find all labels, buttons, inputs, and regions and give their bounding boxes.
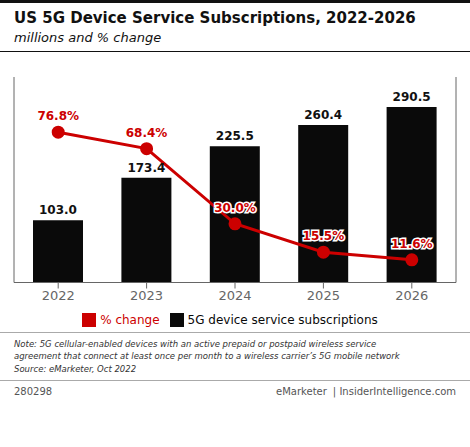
- svg-text:11.6%: 11.6%: [391, 237, 433, 251]
- html-text:280298: 280298: [14, 385, 53, 397]
- svg-text:76.8%: 76.8%: [37, 109, 79, 123]
- html-text:Note: 5G cellular-enabled devi: Note: 5G cellular-enabled devices with a…: [14, 339, 400, 374]
- svg-text:30.0%: 30.0%: [214, 201, 256, 215]
- html-text:US 5G Device Service Subscript: US 5G Device Service Subscriptions, 2022…: [14, 9, 416, 27]
- html-text:eMarketer: eMarketer: [276, 385, 327, 397]
- html-text:% change: % change: [100, 312, 160, 327]
- svg-text:103.0: 103.0: [39, 203, 77, 217]
- svg-text:173.4: 173.4: [127, 161, 165, 175]
- svg-text:2025: 2025: [307, 288, 340, 303]
- svg-text:68.4%: 68.4%: [126, 126, 168, 140]
- svg-text:225.5: 225.5: [216, 129, 254, 143]
- svg-text:2024: 2024: [218, 288, 251, 303]
- svg-text:15.5%: 15.5%: [303, 229, 345, 243]
- html-text:| InsiderIntelligence.com: | InsiderIntelligence.com: [332, 385, 456, 397]
- html-text:millions and % change: millions and % change: [14, 30, 162, 45]
- svg-text:290.5: 290.5: [393, 90, 431, 104]
- svg-text:2026: 2026: [395, 288, 428, 303]
- html-text:5G device service subscription: 5G device service subscriptions: [187, 312, 378, 327]
- svg-text:2022: 2022: [42, 288, 75, 303]
- svg-text:260.4: 260.4: [304, 108, 342, 122]
- svg-text:2023: 2023: [130, 288, 163, 303]
